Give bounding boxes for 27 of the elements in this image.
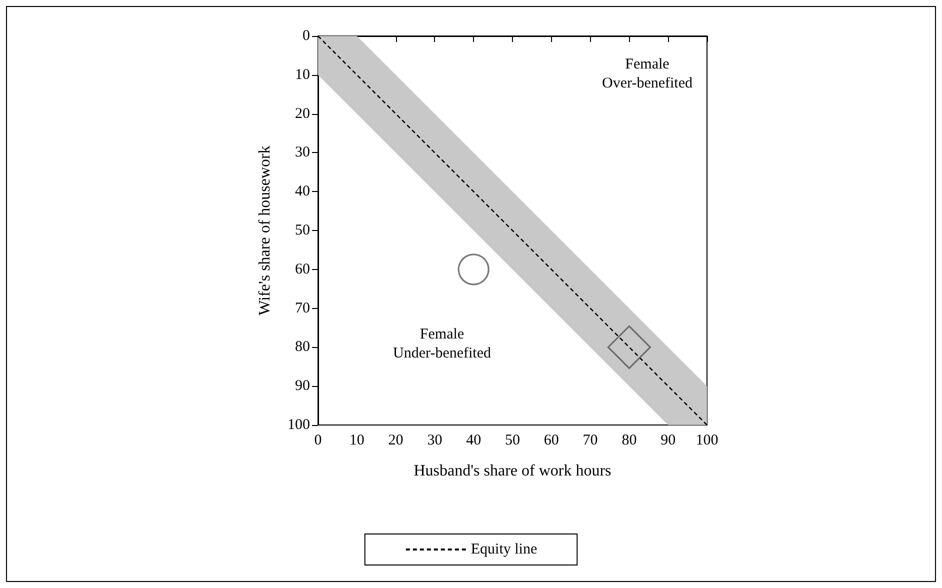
- x-tick-label: 100: [696, 432, 718, 448]
- y-axis-title: Wife's share of housework: [256, 146, 274, 316]
- x-tick-label: 20: [388, 432, 404, 448]
- x-tick-label: 0: [314, 432, 322, 448]
- y-tick-label: 60: [295, 261, 310, 278]
- y-tick-label: 80: [295, 339, 310, 356]
- x-tick-label: 30: [427, 432, 442, 448]
- x-tick-label: 10: [349, 432, 364, 448]
- y-tick-label: 70: [295, 300, 310, 316]
- x-tick-label: 80: [622, 432, 637, 448]
- y-tick-label: 20: [295, 106, 310, 122]
- x-tick-label: 90: [660, 432, 676, 448]
- y-tick-label: 100: [288, 417, 310, 433]
- x-tick-label: 50: [505, 432, 520, 448]
- x-tick-label: 60: [544, 432, 559, 448]
- x-tick-label: 70: [582, 432, 598, 448]
- y-tick-label: 0: [302, 28, 310, 44]
- x-tick-label: 40: [466, 432, 482, 448]
- y-tick-label: 90: [295, 378, 310, 394]
- y-tick-label: 10: [295, 66, 310, 83]
- y-tick-label: 40: [295, 184, 310, 200]
- x-axis-title: Husband's share of work hours: [414, 462, 612, 480]
- legend-label: Equity line: [470, 542, 538, 558]
- annotation: Female Over-benefited: [602, 56, 693, 92]
- y-tick-label: 30: [295, 144, 310, 161]
- annotation: Female Under-benefited: [393, 326, 492, 362]
- y-tick-label: 50: [295, 222, 310, 238]
